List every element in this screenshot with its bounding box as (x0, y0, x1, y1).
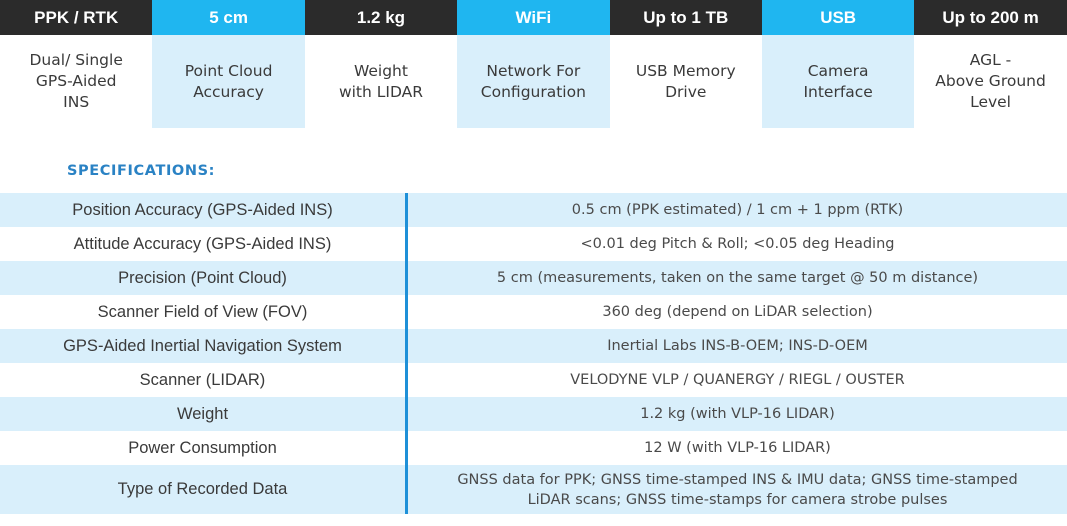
feature-title: 5 cm (152, 0, 305, 35)
table-row: Weight 1.2 kg (with VLP-16 LIDAR) (0, 397, 1067, 431)
feature-description: USB Memory Drive (609, 35, 762, 128)
feature-usb-memory: Up to 1 TB USB Memory Drive (609, 0, 762, 128)
spec-label: Type of Recorded Data (0, 465, 408, 514)
feature-agl: Up to 200 m AGL - Above Ground Level (914, 0, 1067, 128)
table-row: Precision (Point Cloud) 5 cm (measuremen… (0, 261, 1067, 295)
feature-title: Up to 200 m (914, 0, 1067, 35)
spec-value: GNSS data for PPK; GNSS time-stamped INS… (457, 471, 1018, 508)
table-row: Attitude Accuracy (GPS-Aided INS) <0.01 … (0, 227, 1067, 261)
spec-value: 0.5 cm (PPK estimated) / 1 cm + 1 ppm (R… (571, 202, 904, 218)
feature-title: WiFi (457, 0, 610, 35)
feature-title: Up to 1 TB (609, 0, 762, 35)
feature-strip: PPK / RTK Dual/ Single GPS-Aided INS 5 c… (0, 0, 1067, 128)
spec-value: 12 W (with VLP-16 LIDAR) (644, 440, 831, 456)
spec-value: Inertial Labs INS-B-OEM; INS-D-OEM (607, 338, 868, 354)
spec-value: 1.2 kg (with VLP-16 LIDAR) (640, 406, 835, 422)
feature-wifi: WiFi Network For Configuration (457, 0, 610, 128)
spec-label: Precision (Point Cloud) (0, 261, 408, 295)
table-row: Scanner (LIDAR) VELODYNE VLP / QUANERGY … (0, 363, 1067, 397)
table-row: Power Consumption 12 W (with VLP-16 LIDA… (0, 431, 1067, 465)
spec-label: Weight (0, 397, 408, 431)
table-row: Scanner Field of View (FOV) 360 deg (dep… (0, 295, 1067, 329)
table-row: Position Accuracy (GPS-Aided INS) 0.5 cm… (0, 193, 1067, 227)
feature-title: PPK / RTK (0, 0, 153, 35)
feature-description: AGL - Above Ground Level (914, 35, 1067, 128)
spec-value: VELODYNE VLP / QUANERGY / RIEGL / OUSTER (570, 372, 905, 388)
table-row: Type of Recorded Data GNSS data for PPK;… (0, 465, 1067, 514)
spec-label: Scanner Field of View (FOV) (0, 295, 408, 329)
specifications-heading: SPECIFICATIONS: (67, 163, 216, 179)
feature-weight: 1.2 kg Weight with LIDAR (304, 0, 458, 128)
feature-ppk-rtk: PPK / RTK Dual/ Single GPS-Aided INS (0, 0, 153, 128)
spec-value: 5 cm (measurements, taken on the same ta… (496, 270, 979, 286)
feature-point-cloud-accuracy: 5 cm Point Cloud Accuracy (152, 0, 305, 128)
spec-value: <0.01 deg Pitch & Roll; <0.05 deg Headin… (580, 236, 895, 252)
feature-description: Network For Configuration (457, 35, 610, 128)
spec-label: Position Accuracy (GPS-Aided INS) (0, 193, 408, 227)
spec-label: GPS-Aided Inertial Navigation System (0, 329, 408, 363)
spec-label: Scanner (LIDAR) (0, 363, 408, 397)
feature-description: Dual/ Single GPS-Aided INS (0, 35, 153, 128)
spec-value: 360 deg (depend on LiDAR selection) (602, 304, 873, 320)
spec-label: Attitude Accuracy (GPS-Aided INS) (0, 227, 408, 261)
spec-label: Power Consumption (0, 431, 408, 465)
feature-title: 1.2 kg (304, 0, 458, 35)
feature-description: Weight with LIDAR (304, 35, 458, 128)
table-row: GPS-Aided Inertial Navigation System Ine… (0, 329, 1067, 363)
feature-title: USB (761, 0, 915, 35)
feature-usb-camera: USB Camera Interface (761, 0, 915, 128)
feature-description: Point Cloud Accuracy (152, 35, 305, 128)
specifications-table: Position Accuracy (GPS-Aided INS) 0.5 cm… (0, 193, 1067, 514)
feature-description: Camera Interface (761, 35, 915, 128)
